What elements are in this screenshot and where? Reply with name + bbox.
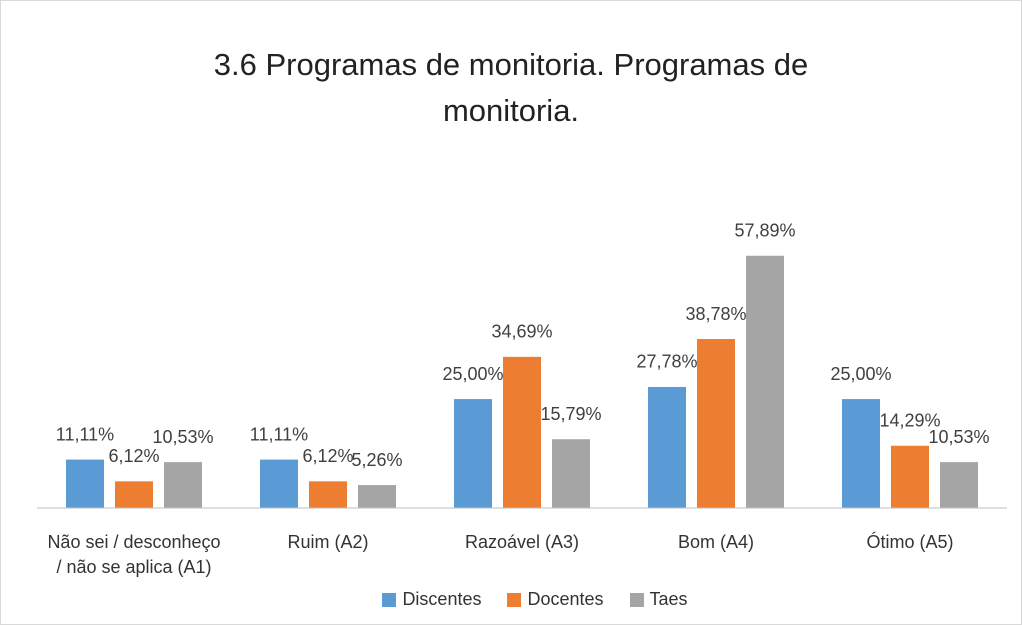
data-label: 14,29% (879, 410, 940, 430)
bar (164, 462, 202, 508)
bar (66, 459, 104, 508)
bar (940, 462, 978, 508)
legend-label: Docentes (527, 589, 604, 609)
data-label: 25,00% (442, 364, 503, 384)
bar (648, 386, 686, 508)
bar (115, 481, 153, 508)
legend-swatch (629, 592, 644, 607)
legend-swatch (382, 592, 397, 607)
bar (503, 356, 541, 508)
data-label: 10,53% (928, 427, 989, 447)
bar (454, 399, 492, 508)
bar (309, 481, 347, 508)
x-tick-label: Razoável (A3) (464, 532, 580, 552)
data-label: 38,78% (685, 304, 746, 324)
legend-item: Discentes (382, 589, 481, 610)
bar (842, 399, 880, 508)
data-label: 27,78% (636, 352, 697, 372)
data-label: 6,12% (302, 446, 353, 466)
legend-item: Docentes (507, 589, 604, 610)
data-label: 34,69% (491, 322, 552, 342)
data-label: 57,89% (734, 221, 795, 241)
x-tick-label: Ruim (A2) (287, 532, 369, 552)
data-label: 15,79% (540, 404, 601, 424)
bar (260, 459, 298, 508)
bar (697, 339, 735, 508)
data-label: 25,00% (830, 364, 891, 384)
data-label: 11,11% (250, 424, 308, 444)
legend-label: Discentes (402, 589, 482, 609)
data-label: 11,11% (56, 424, 114, 444)
bar (552, 439, 590, 508)
legend-label: Taes (649, 589, 688, 609)
x-tick-label: Não sei / desconheço / não se aplica (A1… (47, 532, 221, 577)
x-tick-label: Ótimo (A5) (866, 532, 954, 552)
legend-item: Taes (629, 589, 688, 610)
x-tick-label: Bom (A4) (677, 532, 755, 552)
chart-title: 3.6 Programas de monitoria. Programas de… (213, 47, 809, 128)
data-label: 10,53% (152, 427, 213, 447)
data-label: 6,12% (108, 446, 159, 466)
bar (891, 445, 929, 508)
legend: Discentes Docentes Taes (0, 589, 1022, 610)
bar (358, 485, 396, 508)
legend-swatch (507, 592, 522, 607)
data-label: 5,26% (351, 450, 402, 470)
bar (746, 255, 784, 508)
